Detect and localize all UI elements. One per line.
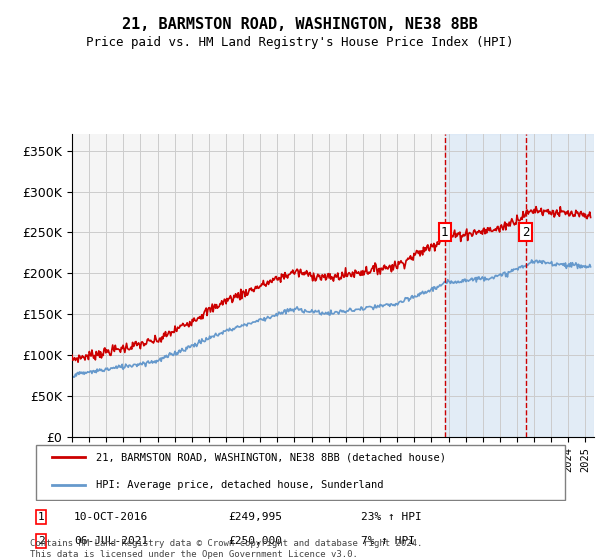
Text: 23% ↑ HPI: 23% ↑ HPI <box>361 512 422 522</box>
Text: 21, BARMSTON ROAD, WASHINGTON, NE38 8BB (detached house): 21, BARMSTON ROAD, WASHINGTON, NE38 8BB … <box>96 452 446 462</box>
Text: 7% ↑ HPI: 7% ↑ HPI <box>361 536 415 546</box>
Text: 10-OCT-2016: 10-OCT-2016 <box>74 512 148 522</box>
Text: £249,995: £249,995 <box>229 512 283 522</box>
Text: £250,000: £250,000 <box>229 536 283 546</box>
Text: 21, BARMSTON ROAD, WASHINGTON, NE38 8BB: 21, BARMSTON ROAD, WASHINGTON, NE38 8BB <box>122 17 478 32</box>
Text: Contains HM Land Registry data © Crown copyright and database right 2024.
This d: Contains HM Land Registry data © Crown c… <box>30 539 422 559</box>
Bar <box>445 134 594 437</box>
Text: HPI: Average price, detached house, Sunderland: HPI: Average price, detached house, Sund… <box>96 480 384 490</box>
Text: 1: 1 <box>38 512 44 522</box>
Text: 2: 2 <box>38 536 44 546</box>
Text: 1: 1 <box>441 226 449 239</box>
Text: Price paid vs. HM Land Registry's House Price Index (HPI): Price paid vs. HM Land Registry's House … <box>86 36 514 49</box>
Text: 06-JUL-2021: 06-JUL-2021 <box>74 536 148 546</box>
FancyBboxPatch shape <box>35 445 565 500</box>
Text: 2: 2 <box>522 226 529 239</box>
